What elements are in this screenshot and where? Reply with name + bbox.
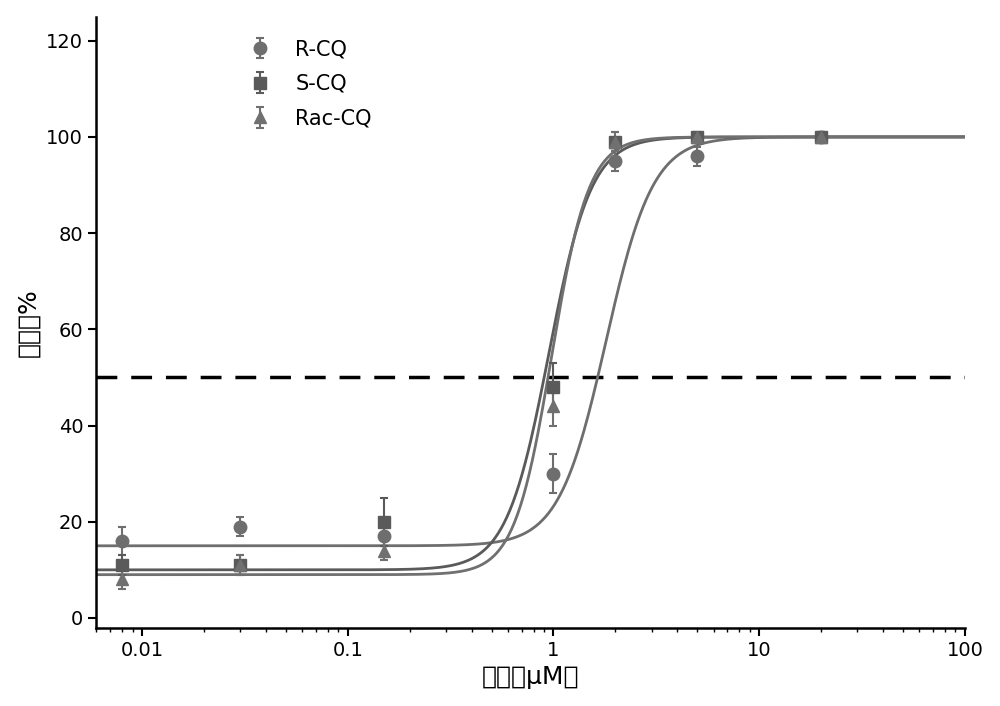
Legend: R-CQ, S-CQ, Rac-CQ: R-CQ, S-CQ, Rac-CQ	[237, 40, 372, 128]
Y-axis label: 抑制率%: 抑制率%	[17, 288, 41, 357]
X-axis label: 浓度（μM）: 浓度（μM）	[482, 665, 579, 689]
